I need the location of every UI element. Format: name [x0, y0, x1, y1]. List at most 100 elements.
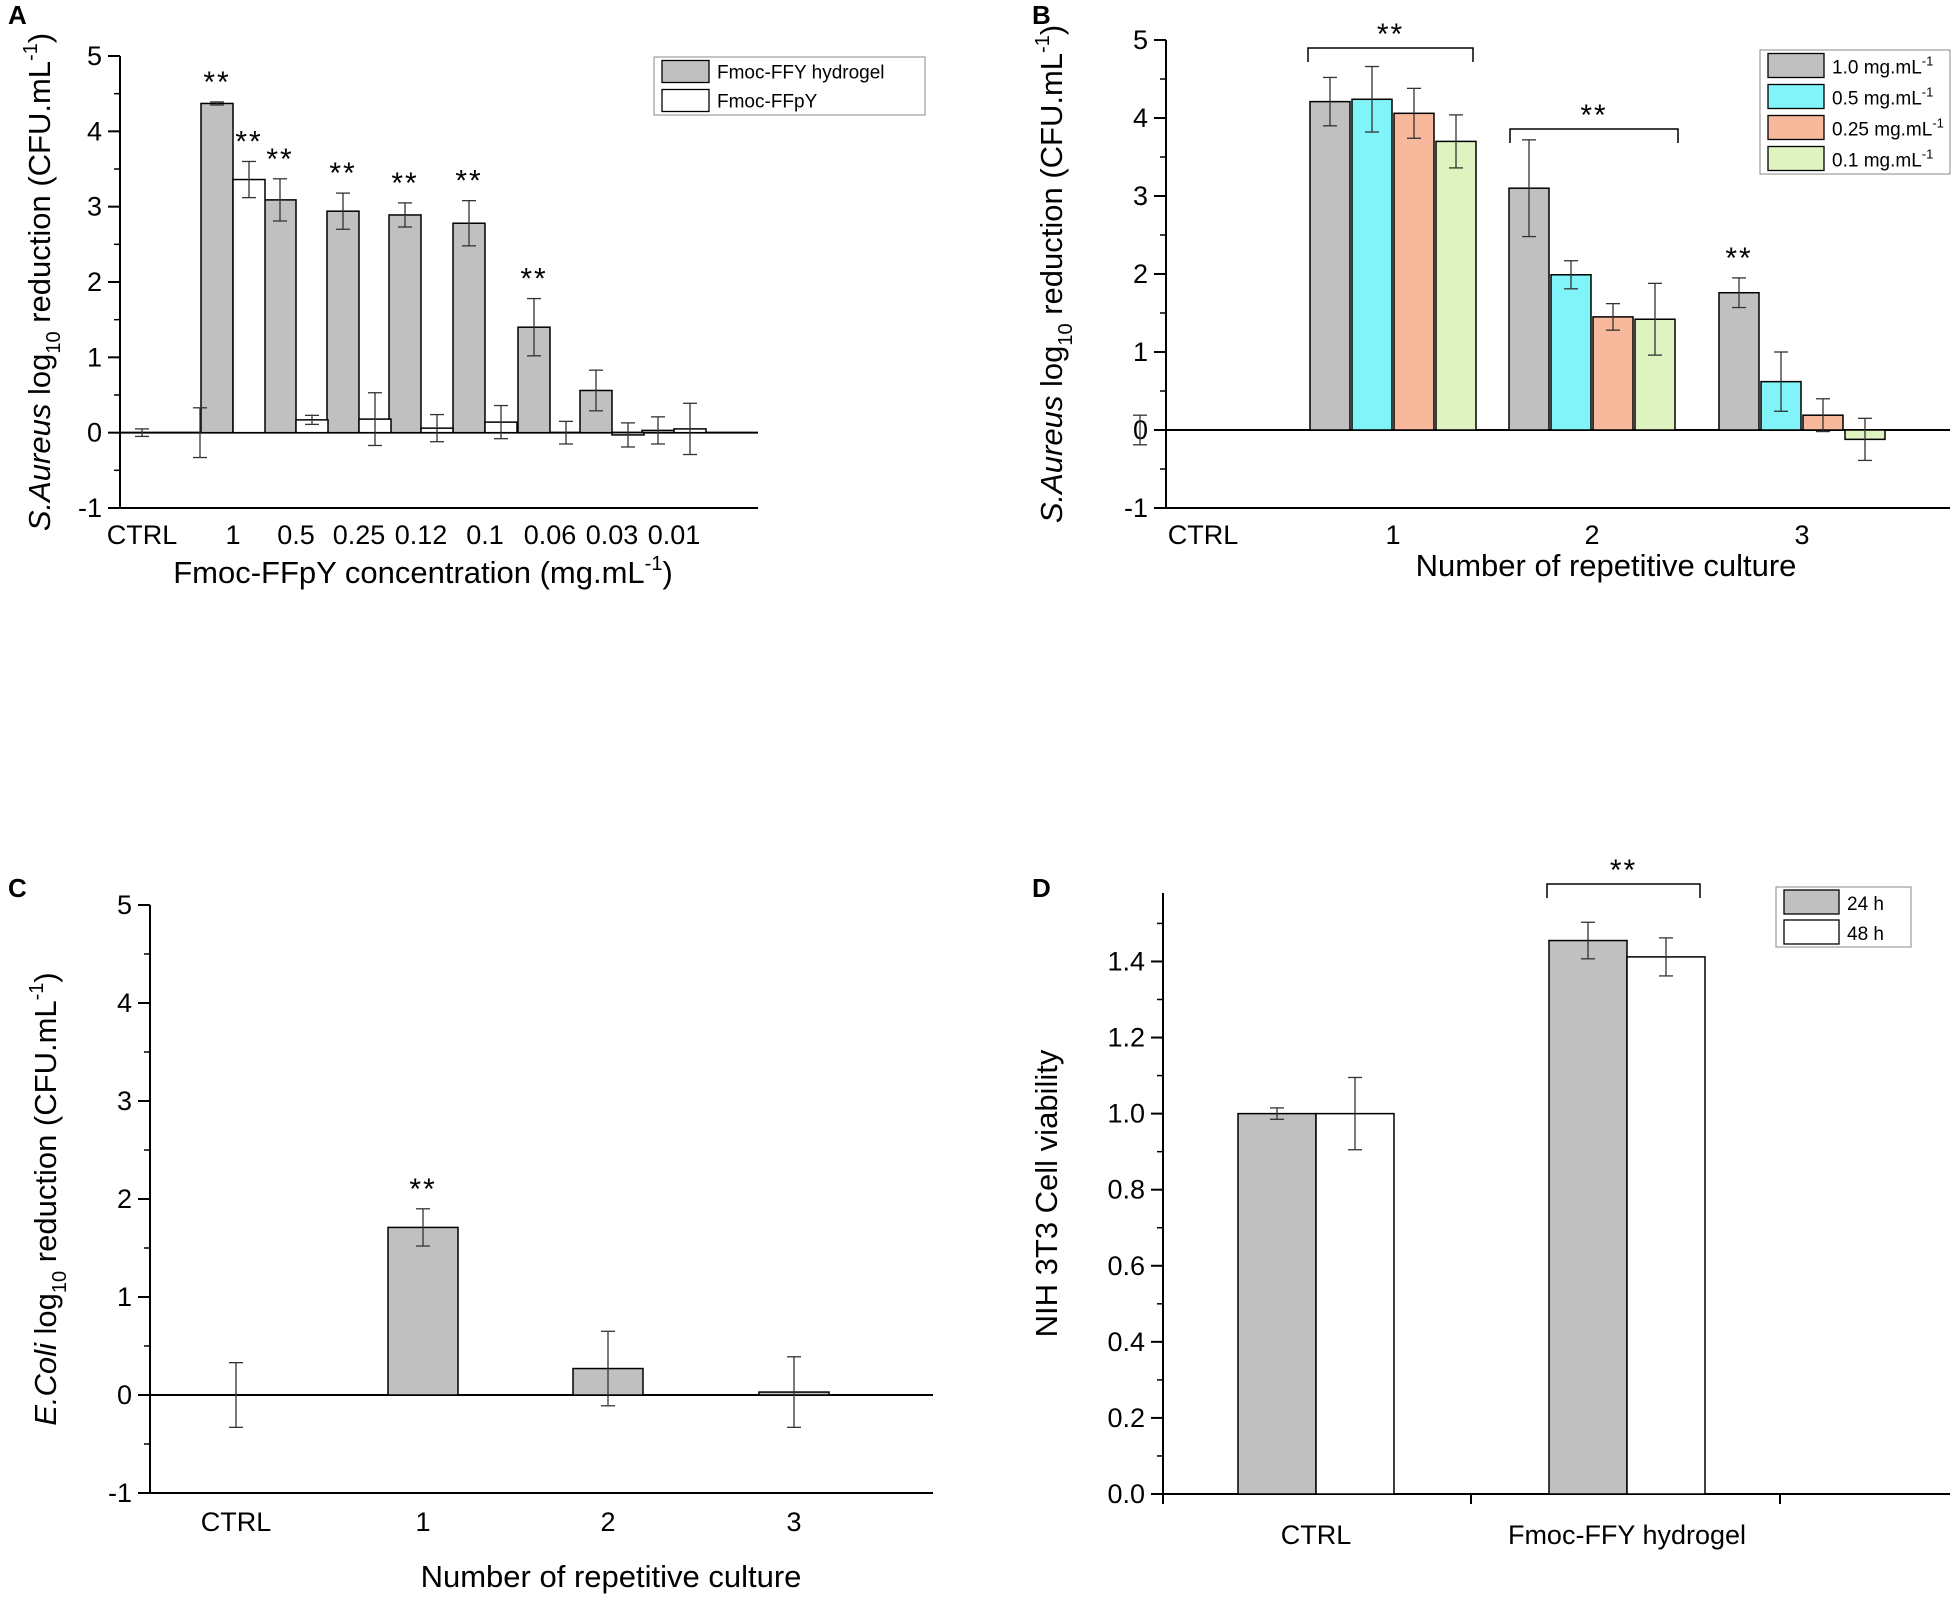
bar — [388, 214, 422, 434]
y-tick-label: -1 — [78, 493, 102, 523]
legend-label: 0.25 mg.mL-1 — [1832, 116, 1944, 141]
bar — [1393, 112, 1435, 431]
legend-label: 1.0 mg.mL-1 — [1832, 54, 1933, 79]
significance-marker: ** — [266, 143, 293, 176]
y-tick-label: 2 — [1133, 259, 1148, 289]
x-axis-title: Number of repetitive culture — [421, 1559, 802, 1594]
x-tick-label: CTRL — [1168, 520, 1239, 550]
significance-marker: ** — [1377, 18, 1404, 51]
significance-marker: ** — [1610, 854, 1637, 887]
bar — [326, 210, 360, 434]
significance-marker: ** — [455, 165, 482, 198]
bar — [452, 222, 486, 434]
y-tick-label: 3 — [1133, 181, 1148, 211]
chart-panel-a: A -1 0 1 2 3 4 5 CTRL 1 0.5 0.25 0.12 0.1 0.06 0.03 0.01… — [8, 0, 926, 590]
significance-marker: ** — [409, 1173, 436, 1206]
y-tick-label: 2 — [117, 1184, 132, 1214]
bar — [232, 178, 266, 434]
x-tick-label: 0.12 — [395, 520, 448, 550]
x-tick-label: 2 — [600, 1507, 615, 1537]
y-tick-label: -1 — [108, 1478, 132, 1508]
y-tick-label: 4 — [87, 116, 102, 146]
legend-label: Fmoc-FFpY — [717, 92, 818, 113]
significance-marker: ** — [235, 125, 262, 158]
y-tick-label: 5 — [117, 890, 132, 920]
x-tick-label: 2 — [1584, 520, 1599, 550]
x-tick-label: 1 — [415, 1507, 430, 1537]
x-tick-label: CTRL — [1281, 1520, 1352, 1550]
y-tick-label: 4 — [1133, 103, 1148, 133]
legend-swatch — [1783, 889, 1840, 915]
bar — [1592, 316, 1634, 431]
legend-label: 24 h — [1847, 894, 1884, 915]
legend-swatch — [1783, 919, 1840, 945]
y-tick-label: 0.8 — [1107, 1175, 1145, 1205]
x-tick-label: 0.06 — [524, 520, 577, 550]
significance-bracket — [1546, 883, 1701, 898]
bar — [1309, 100, 1351, 431]
y-tick-label: 0 — [87, 418, 102, 448]
y-tick-label: 0.2 — [1107, 1403, 1145, 1433]
x-tick-label: 0.1 — [466, 520, 504, 550]
x-tick-label: 3 — [1794, 520, 1809, 550]
legend-swatch — [1767, 145, 1825, 172]
bar — [1626, 956, 1706, 1495]
x-tick-label: CTRL — [107, 520, 178, 550]
y-axis-title: S.Aureus log10 reduction (CFU.mL-1) — [20, 33, 65, 531]
legend-swatch — [1767, 114, 1825, 141]
x-tick-label: CTRL — [201, 1507, 272, 1537]
significance-marker: ** — [1580, 99, 1607, 132]
x-axis-title: Number of repetitive culture — [1416, 548, 1797, 583]
x-tick-label: 1 — [225, 520, 240, 550]
x-tick-label: Fmoc-FFY hydrogel — [1508, 1520, 1746, 1550]
y-tick-label: 0.0 — [1107, 1479, 1145, 1509]
x-axis-title: Fmoc-FFpY concentration (mg.mL-1) — [173, 553, 673, 590]
legend-label: 48 h — [1847, 924, 1884, 945]
bar — [1435, 140, 1477, 431]
bar — [1237, 1112, 1317, 1495]
chart-panel-c: C -1 0 1 2 3 4 5 CTRL 1 2 3 ** Number of repetitive c… — [8, 873, 933, 1594]
bar — [263, 199, 297, 434]
bar — [1351, 98, 1393, 431]
x-tick-label: 0.5 — [277, 520, 315, 550]
y-tick-label: 1 — [87, 342, 102, 372]
y-tick-label: 0.6 — [1107, 1251, 1145, 1281]
legend-label: 0.5 mg.mL-1 — [1832, 85, 1933, 110]
significance-bracket — [1307, 47, 1474, 62]
y-tick-label: 0.4 — [1107, 1327, 1145, 1357]
y-tick-label: 1.2 — [1107, 1023, 1145, 1053]
legend-label: 0.1 mg.mL-1 — [1832, 147, 1933, 172]
significance-marker: ** — [520, 263, 547, 296]
significance-marker: ** — [1725, 242, 1752, 275]
x-tick-label: 0.25 — [333, 520, 386, 550]
y-tick-label: 0 — [117, 1380, 132, 1410]
x-tick-label: 0.03 — [586, 520, 639, 550]
y-tick-label: 5 — [87, 41, 102, 71]
legend-label: Fmoc-FFY hydrogel — [717, 63, 885, 84]
panel-label: A — [8, 0, 27, 30]
x-tick-label: 3 — [786, 1507, 801, 1537]
significance-marker: ** — [329, 157, 356, 190]
bar — [1548, 939, 1628, 1495]
y-tick-label: 2 — [87, 267, 102, 297]
y-tick-label: 1.0 — [1107, 1099, 1145, 1129]
y-tick-label: 4 — [117, 988, 132, 1018]
y-tick-label: 5 — [1133, 25, 1148, 55]
chart-panel-d: D 0.0 0.2 0.4 0.6 0.8 1.0 1.2 1.4 CTRL Fmoc-FFY hy… — [1029, 854, 1950, 1550]
legend-swatch — [1767, 52, 1825, 79]
bar — [1315, 1112, 1395, 1495]
bar — [387, 1226, 459, 1396]
bar — [200, 102, 234, 434]
significance-bracket — [1509, 128, 1679, 143]
x-tick-label: 0.01 — [648, 520, 701, 550]
panel-label: D — [1032, 873, 1051, 903]
y-tick-label: 1 — [1133, 337, 1148, 367]
legend-swatch — [661, 59, 710, 84]
legend-swatch — [1767, 83, 1825, 110]
significance-marker: ** — [391, 167, 418, 200]
y-tick-label: 1.4 — [1107, 946, 1145, 976]
y-tick-label: 1 — [117, 1282, 132, 1312]
significance-marker: ** — [203, 66, 230, 99]
